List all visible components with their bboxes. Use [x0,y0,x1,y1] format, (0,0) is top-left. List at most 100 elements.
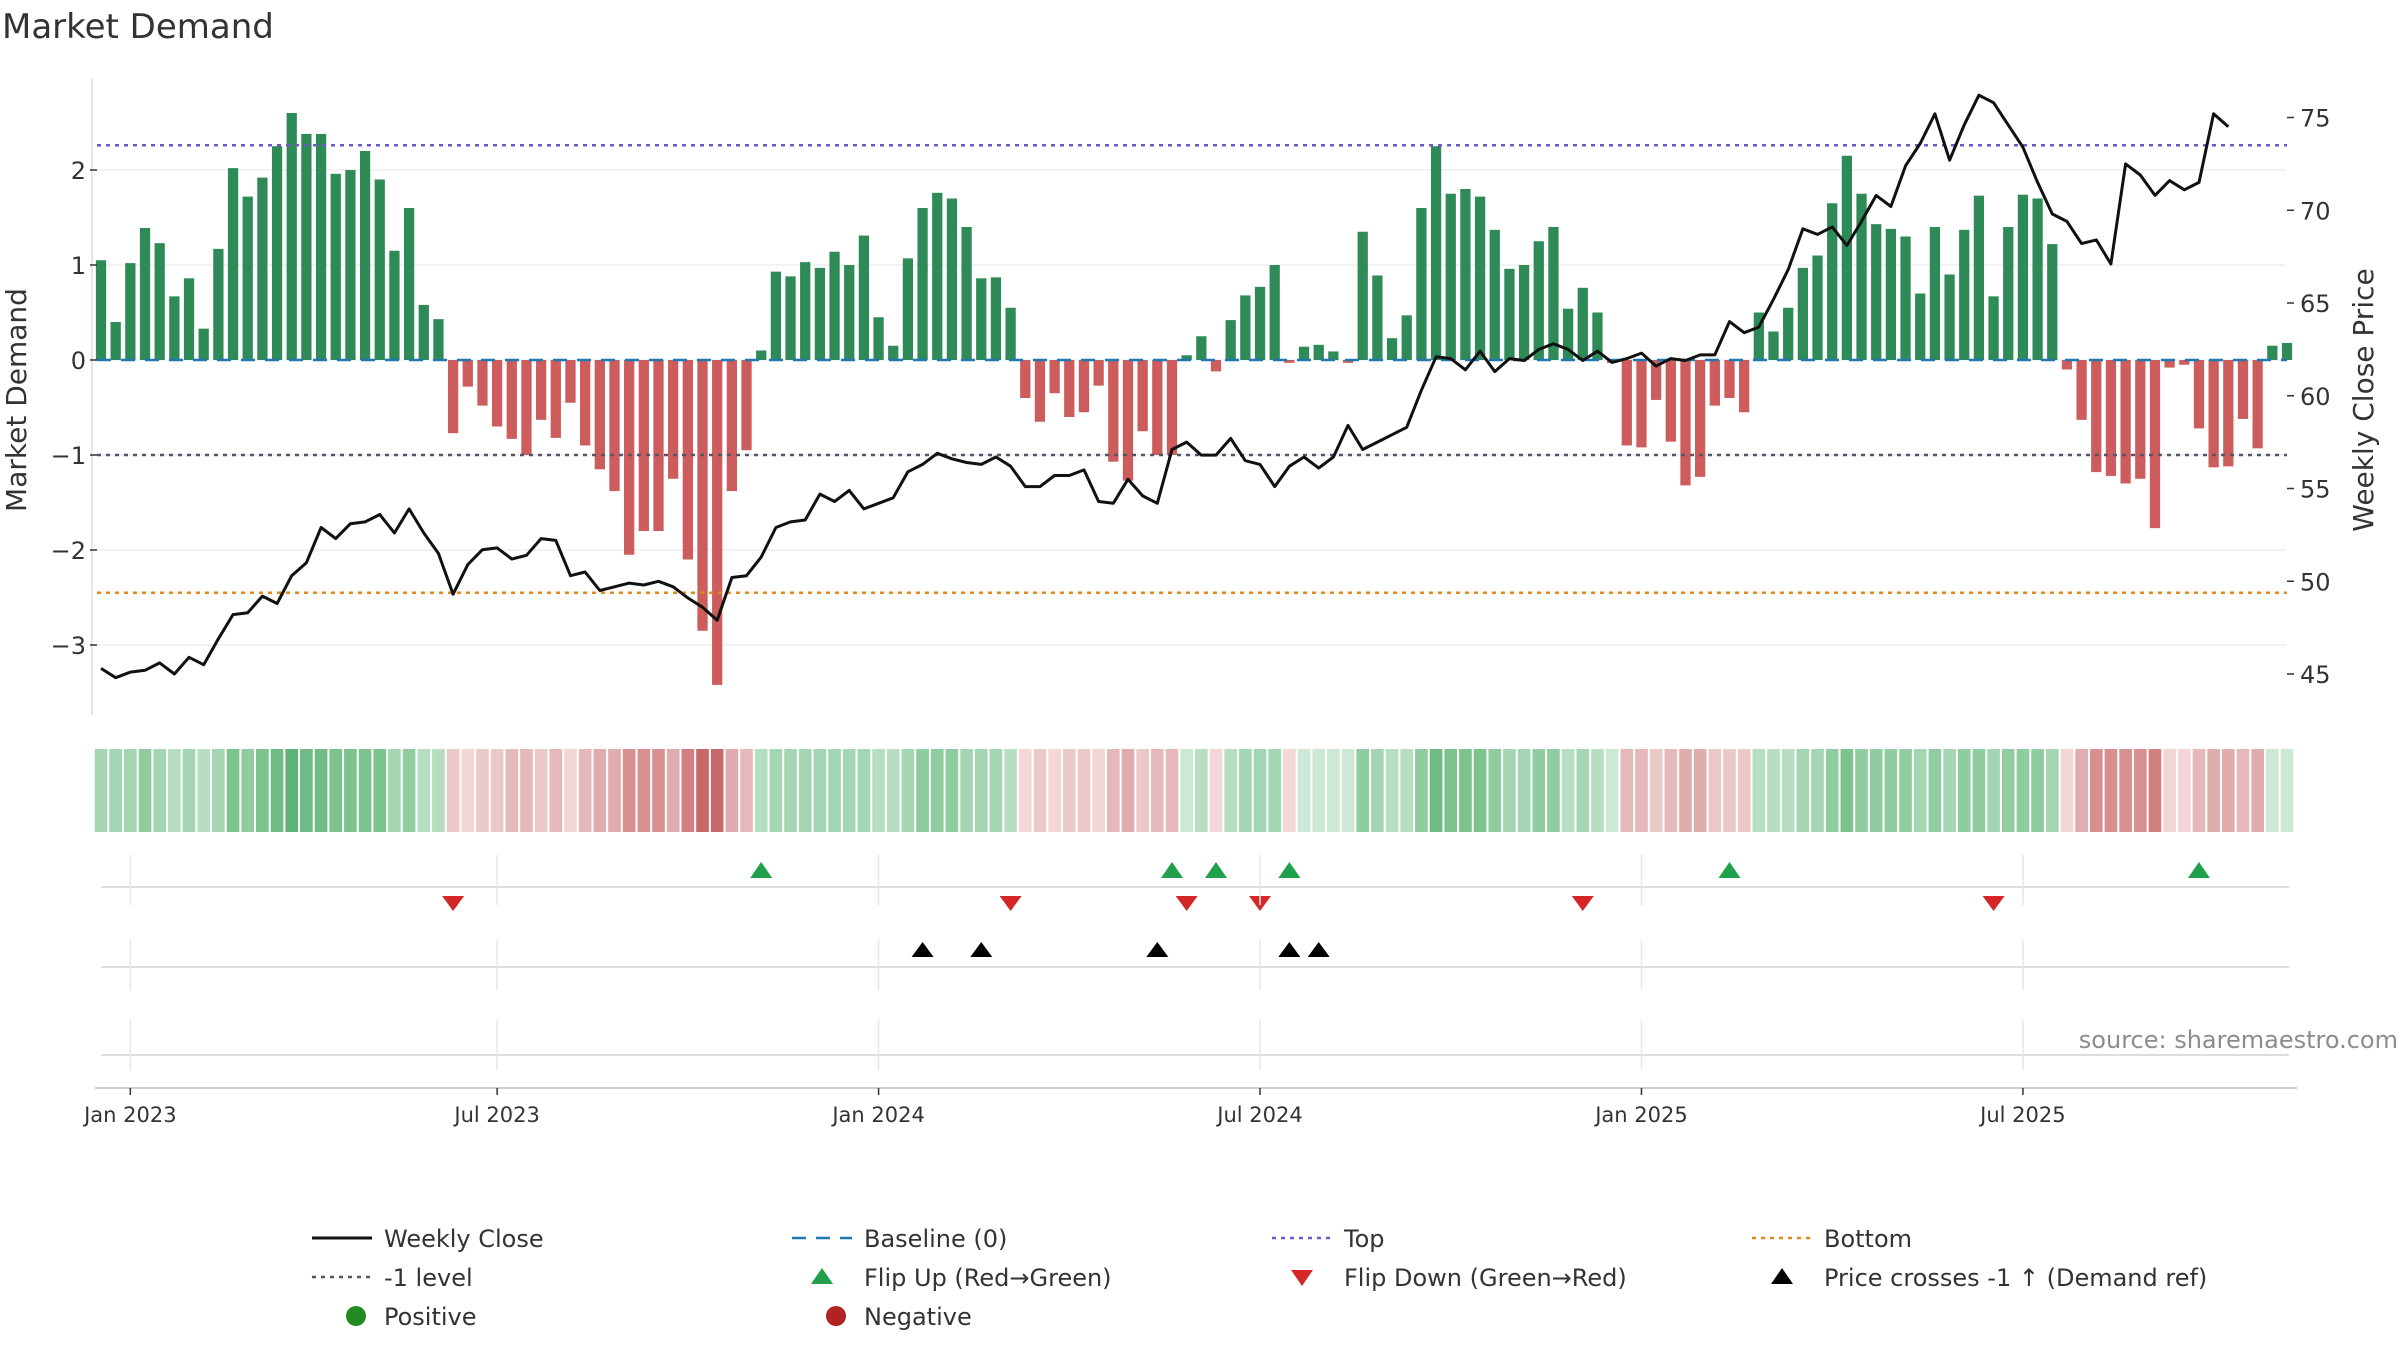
demand-bar-positive [2047,244,2058,360]
legend-label: Weekly Close [384,1225,544,1253]
gridlines [92,169,2286,646]
demand-bar-negative [491,360,503,427]
shade-cell [1165,749,1179,832]
demand-bar-positive [1445,193,1456,360]
shade-cell [1209,749,1223,832]
demand-bar-positive [213,248,224,360]
demand-bar-negative [741,360,752,451]
y-axis-label: Market Demand [0,288,33,512]
demand-bar-negative [1137,360,1148,432]
x-tick-label: Jan 2023 [82,1103,177,1127]
shade-cell [1297,749,1311,832]
shade-cell [681,749,695,832]
legend-symbol-tri-down [1291,1270,1313,1286]
shade-cell [974,749,988,832]
shade-cell [1957,749,1971,832]
demand-bar-positive [433,319,444,360]
demand-bar-positive [1240,295,1251,360]
demand-bar-positive [1533,241,1544,360]
shade-cell [1150,749,1164,832]
demand-bar-negative [2252,360,2263,449]
demand-bar-positive [1592,312,1603,360]
demand-bar-positive [271,146,283,360]
demand-bar-negative [2105,360,2117,476]
legend-label: Positive [384,1303,477,1331]
x-axis-ticks: Jan 2023 Jul 2023 Jan 2024 Jul 2024 Jan 2025… [82,855,2066,1127]
shade-cell [872,749,885,832]
demand-bar-positive [888,345,899,360]
demand-bar-negative [1739,360,1750,413]
shade-cell [1253,749,1267,832]
shade-cell [2236,749,2250,832]
shade-cell [300,749,313,832]
shade-cell [461,749,475,832]
demand-bar-positive [1416,208,1427,360]
price-cross-marker [970,942,993,957]
shade-cell [1532,749,1546,832]
demand-bar-negative [447,360,459,434]
shade-cell [1811,749,1824,832]
shade-cell [1679,749,1692,832]
demand-bar-positive [359,151,371,360]
demand-bar-positive [1885,228,1897,360]
shade-cell [1825,749,1839,832]
flip-up-marker [1278,862,1301,878]
shade-cell [1415,749,1428,832]
legend-label: Baseline (0) [864,1225,1007,1253]
shade-cell [842,749,856,832]
demand-bar-positive [315,133,327,360]
shade-cell [344,749,357,832]
demand-bar-positive [902,258,914,360]
shade-cell [2207,749,2220,832]
demand-bar-negative [1210,360,1222,372]
flip-up-marker [1205,862,1228,878]
y2-tick-label: 65 [2300,290,2331,318]
shade-cell [314,749,328,832]
legend-label: Bottom [1824,1225,1912,1253]
shade-cell [1459,749,1472,832]
demand-bar-negative [1152,360,1163,455]
demand-bar-negative [1621,360,1632,446]
demand-bar-negative [726,360,737,492]
shade-cell [417,749,431,832]
shade-cell [1943,749,1956,832]
shade-cell [1576,749,1590,832]
demand-bar-positive [286,113,297,360]
demand-bar-negative [1636,360,1647,448]
demand-bar-positive [1328,351,1339,360]
demand-bar-positive [1005,307,1016,360]
shade-cell [1033,749,1047,832]
y-tick-label: −3 [51,632,86,660]
demand-bar-negative [477,360,488,406]
shade-cell [1283,749,1296,832]
demand-bar-positive [814,267,826,360]
y2-tick-label: 50 [2300,568,2331,596]
shade-cell [197,749,211,832]
y-tick-label: 1 [71,252,86,280]
price-cross-markers-panel [101,942,2289,968]
demand-bar-positive [800,262,811,360]
shade-cell [1869,749,1883,832]
shade-cell [1517,749,1531,832]
shade-cell [2045,749,2059,832]
demand-bar-negative [609,360,620,492]
shade-cell [1884,749,1898,832]
demand-bar-positive [418,304,429,360]
legend-symbol-tri-up [1771,1268,1793,1284]
shade-cell [1488,749,1502,832]
shade-cell [1737,749,1751,832]
demand-bar-positive [1856,193,1867,360]
shade-cell [930,749,944,832]
shade-cell [2089,749,2103,832]
demand-bar-negative [1680,360,1691,486]
demand-bar-negative [594,360,605,470]
demand-bar-negative [506,360,517,439]
demand-bar-positive [1871,224,1882,360]
demand-bar-positive [2032,198,2043,360]
demand-bar-negative [624,360,635,555]
shade-cell [1062,749,1076,832]
demand-bar-negative [2193,360,2205,429]
demand-bar-positive [785,276,796,360]
shade-cell [109,749,123,832]
shade-cell [2119,749,2132,832]
